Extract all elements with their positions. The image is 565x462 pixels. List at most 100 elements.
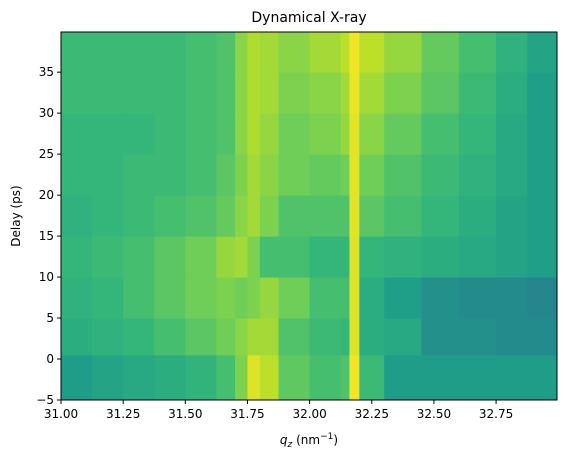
heatmap-cell [421, 236, 460, 278]
heatmap-cell [527, 72, 558, 114]
heatmap-cell [185, 72, 217, 114]
heatmap-cell [384, 277, 423, 319]
x-tick-label: 31.50 [168, 407, 202, 421]
heatmap-cell [278, 318, 311, 356]
y-axis-label: Delay (ps) [9, 185, 23, 246]
heatmap-cell [259, 195, 280, 237]
x-label-symbol: q [280, 433, 288, 447]
heatmap-cell [340, 354, 350, 401]
heatmap-cell [349, 277, 360, 319]
heatmap-cell [123, 236, 155, 278]
heatmap-cell [259, 72, 280, 114]
heatmap-cell [278, 354, 311, 401]
heatmap-cell [216, 318, 236, 356]
heatmap-cell [154, 154, 186, 196]
heatmap-cell [340, 236, 350, 278]
y-tick-label: 25 [39, 147, 54, 161]
heatmap-cell [359, 72, 385, 114]
heatmap-cell [349, 72, 360, 114]
heatmap-cell [527, 113, 558, 155]
heatmap-cell [185, 32, 217, 73]
heatmap-cell [359, 277, 385, 319]
heatmap-cell [496, 318, 528, 356]
heatmap-cell [359, 236, 385, 278]
heatmap-cell [496, 236, 528, 278]
heatmap-cell [185, 354, 217, 401]
heatmap-cell [235, 277, 248, 319]
heatmap-cell [349, 32, 360, 73]
heatmap-cell [61, 72, 93, 114]
heatmap-cell [340, 277, 350, 319]
heatmap-cell [259, 277, 280, 319]
heatmap-cell [235, 318, 248, 356]
heatmap-cell [458, 277, 497, 319]
heatmap-cell [235, 195, 248, 237]
heatmap-cell [92, 72, 124, 114]
heatmap-cell [309, 32, 342, 73]
heatmap-cell [247, 32, 261, 73]
heatmap-cell [496, 195, 528, 237]
heatmap-cell [123, 32, 155, 73]
heatmap-cell [185, 318, 217, 356]
heatmap-cell [340, 32, 350, 73]
heatmap-cell [154, 195, 186, 237]
heatmap-cell [359, 354, 385, 401]
heatmap-cell [92, 318, 124, 356]
y-tick-label: 15 [39, 229, 54, 243]
heatmap-cell [340, 113, 350, 155]
heatmap-cell [247, 277, 261, 319]
heatmap-cell [278, 72, 311, 114]
heatmap-cell [496, 32, 528, 73]
heatmap-cell [340, 72, 350, 114]
chart-title: Dynamical X-ray [251, 10, 366, 26]
heatmap-cell [154, 32, 186, 73]
heatmap-cell [278, 113, 311, 155]
heatmap-cell [235, 354, 248, 401]
heatmap-cell [185, 154, 217, 196]
heatmap-cell [458, 72, 497, 114]
heatmap-cell [309, 354, 342, 401]
heatmap-cell [340, 154, 350, 196]
heatmap-cell [359, 195, 385, 237]
heatmap-cell [61, 318, 93, 356]
heatmap-cell [421, 195, 460, 237]
heatmap-cell [384, 195, 423, 237]
heatmap-cell [421, 318, 460, 356]
heatmap-cell [384, 32, 423, 73]
heatmap-cell [235, 113, 248, 155]
heatmap-cell [92, 236, 124, 278]
heatmap-cell [496, 354, 528, 401]
heatmap-cell [349, 318, 360, 356]
heatmap-cell [349, 113, 360, 155]
axes-frame [60, 31, 558, 401]
heatmap-cell [235, 72, 248, 114]
heatmap-cell [154, 318, 186, 356]
heatmap-cell [309, 277, 342, 319]
heatmap-cell [349, 236, 360, 278]
heatmap-cell [61, 354, 93, 401]
heatmap-cell [216, 277, 236, 319]
heatmap-cell [359, 32, 385, 73]
heatmap-cell [61, 236, 93, 278]
heatmap-cell [309, 72, 342, 114]
heatmap-cell [384, 236, 423, 278]
heatmap-cell [154, 113, 186, 155]
heatmap-cell [421, 154, 460, 196]
heatmap-cell [259, 154, 280, 196]
heatmap-cell [154, 277, 186, 319]
heatmap-cell [309, 195, 342, 237]
heatmap-cell [496, 154, 528, 196]
x-label-close: ) [333, 433, 338, 447]
heatmap-cell [61, 277, 93, 319]
heatmap-cell [458, 318, 497, 356]
heatmap-cell [527, 154, 558, 196]
heatmap-cell [278, 277, 311, 319]
heatmap-cell [61, 32, 93, 73]
heatmap-cell [259, 236, 280, 278]
heatmap-cell [349, 154, 360, 196]
x-tick-label: 32.25 [355, 407, 389, 421]
heatmap-cell [154, 236, 186, 278]
heatmap-cell [421, 72, 460, 114]
heatmap-cell [185, 113, 217, 155]
